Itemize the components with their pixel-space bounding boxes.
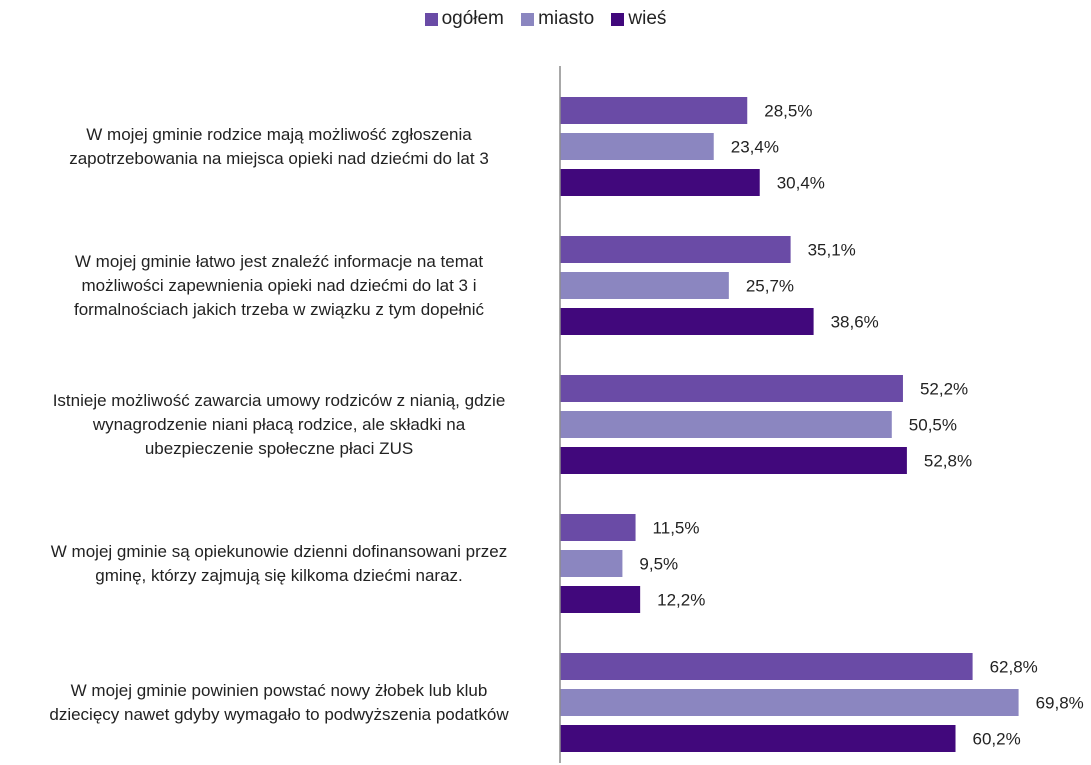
bar-wies-5 xyxy=(560,725,956,752)
data-label-ogolem-2: 35,1% xyxy=(808,241,856,260)
legend: ogółem miasto wieś xyxy=(0,8,1091,32)
category-label-line: gminę, którzy zajmują się kilkoma dziećm… xyxy=(95,566,463,585)
category-label-line: W mojej gminie są opiekunowie dzienni do… xyxy=(50,542,508,561)
category-label-5: W mojej gminie powinien powstać nowy żło… xyxy=(0,679,558,727)
bar-wies-2 xyxy=(560,308,814,335)
bar-ogolem-1 xyxy=(560,97,748,124)
data-label-wies-2: 38,6% xyxy=(831,313,879,332)
legend-label-ogolem: ogółem xyxy=(441,8,504,29)
bar-ogolem-5 xyxy=(560,653,973,680)
bar-miasto-1 xyxy=(560,133,714,160)
data-label-ogolem-5: 62,8% xyxy=(990,658,1038,677)
bar-miasto-2 xyxy=(560,272,729,299)
legend-swatch-wies xyxy=(611,12,625,26)
data-label-wies-3: 52,8% xyxy=(924,452,972,471)
category-label-1: W mojej gminie rodzice mają możliwość zg… xyxy=(0,123,558,171)
legend-label-miasto: miasto xyxy=(538,8,595,29)
category-label-line: możliwości zapewnienia opieki nad dziećm… xyxy=(81,276,477,295)
category-label-line: zapotrzebowania na miejsca opieki nad dz… xyxy=(69,149,489,168)
data-label-miasto-1: 23,4% xyxy=(731,138,779,157)
category-label-line: wynagrodzenie niani płacą rodzice, ale s… xyxy=(92,415,466,434)
data-label-miasto-4: 9,5% xyxy=(639,555,678,574)
data-label-wies-4: 12,2% xyxy=(657,591,705,610)
data-labels-layer: 28,5% 23,4% 30,4% 35,1% 25,7% 38,6% 52,2% 50,5%… xyxy=(639,102,1083,749)
legend-swatch-miasto xyxy=(521,12,535,26)
data-label-miasto-5: 69,8% xyxy=(1036,694,1084,713)
bar-wies-4 xyxy=(560,586,641,613)
legend-item-wies: wieś xyxy=(611,8,666,30)
data-label-wies-5: 60,2% xyxy=(973,730,1021,749)
bar-miasto-3 xyxy=(560,411,892,438)
data-label-ogolem-4: 11,5% xyxy=(653,519,700,538)
category-label-line: Istnieje możliwość zawarcia umowy rodzic… xyxy=(52,391,506,410)
category-label-line: dziecięcy nawet gdyby wymagało to podwyż… xyxy=(49,705,509,724)
data-label-wies-1: 30,4% xyxy=(777,174,825,193)
category-label-2: W mojej gminie łatwo jest znaleźć inform… xyxy=(0,250,558,322)
category-label-line: formalnościach jakich trzeba w związku z… xyxy=(73,300,485,319)
category-label-line: ubezpieczenie społeczne płaci ZUS xyxy=(144,439,414,458)
legend-item-miasto: miasto xyxy=(521,8,594,30)
category-label-line: W mojej gminie powinien powstać nowy żło… xyxy=(70,681,488,700)
category-label-4: W mojej gminie są opiekunowie dzienni do… xyxy=(0,540,558,588)
bars-layer xyxy=(560,97,1019,752)
category-label-line: W mojej gminie rodzice mają możliwość zg… xyxy=(86,125,472,144)
bar-ogolem-2 xyxy=(560,236,791,263)
bar-ogolem-4 xyxy=(560,514,636,541)
bar-wies-1 xyxy=(560,169,760,196)
category-label-line: W mojej gminie łatwo jest znaleźć inform… xyxy=(74,252,484,271)
data-label-ogolem-3: 52,2% xyxy=(920,380,968,399)
data-label-ogolem-1: 28,5% xyxy=(764,102,812,121)
legend-label-wies: wieś xyxy=(628,8,667,29)
legend-item-ogolem: ogółem xyxy=(424,8,504,30)
data-label-miasto-2: 25,7% xyxy=(746,277,794,296)
category-label-3: Istnieje możliwość zawarcia umowy rodzic… xyxy=(0,389,558,461)
bar-wies-3 xyxy=(560,447,907,474)
data-label-miasto-3: 50,5% xyxy=(909,416,957,435)
bar-miasto-4 xyxy=(560,550,623,577)
legend-swatch-ogolem xyxy=(424,12,438,26)
bar-ogolem-3 xyxy=(560,375,903,402)
bar-miasto-5 xyxy=(560,689,1019,716)
